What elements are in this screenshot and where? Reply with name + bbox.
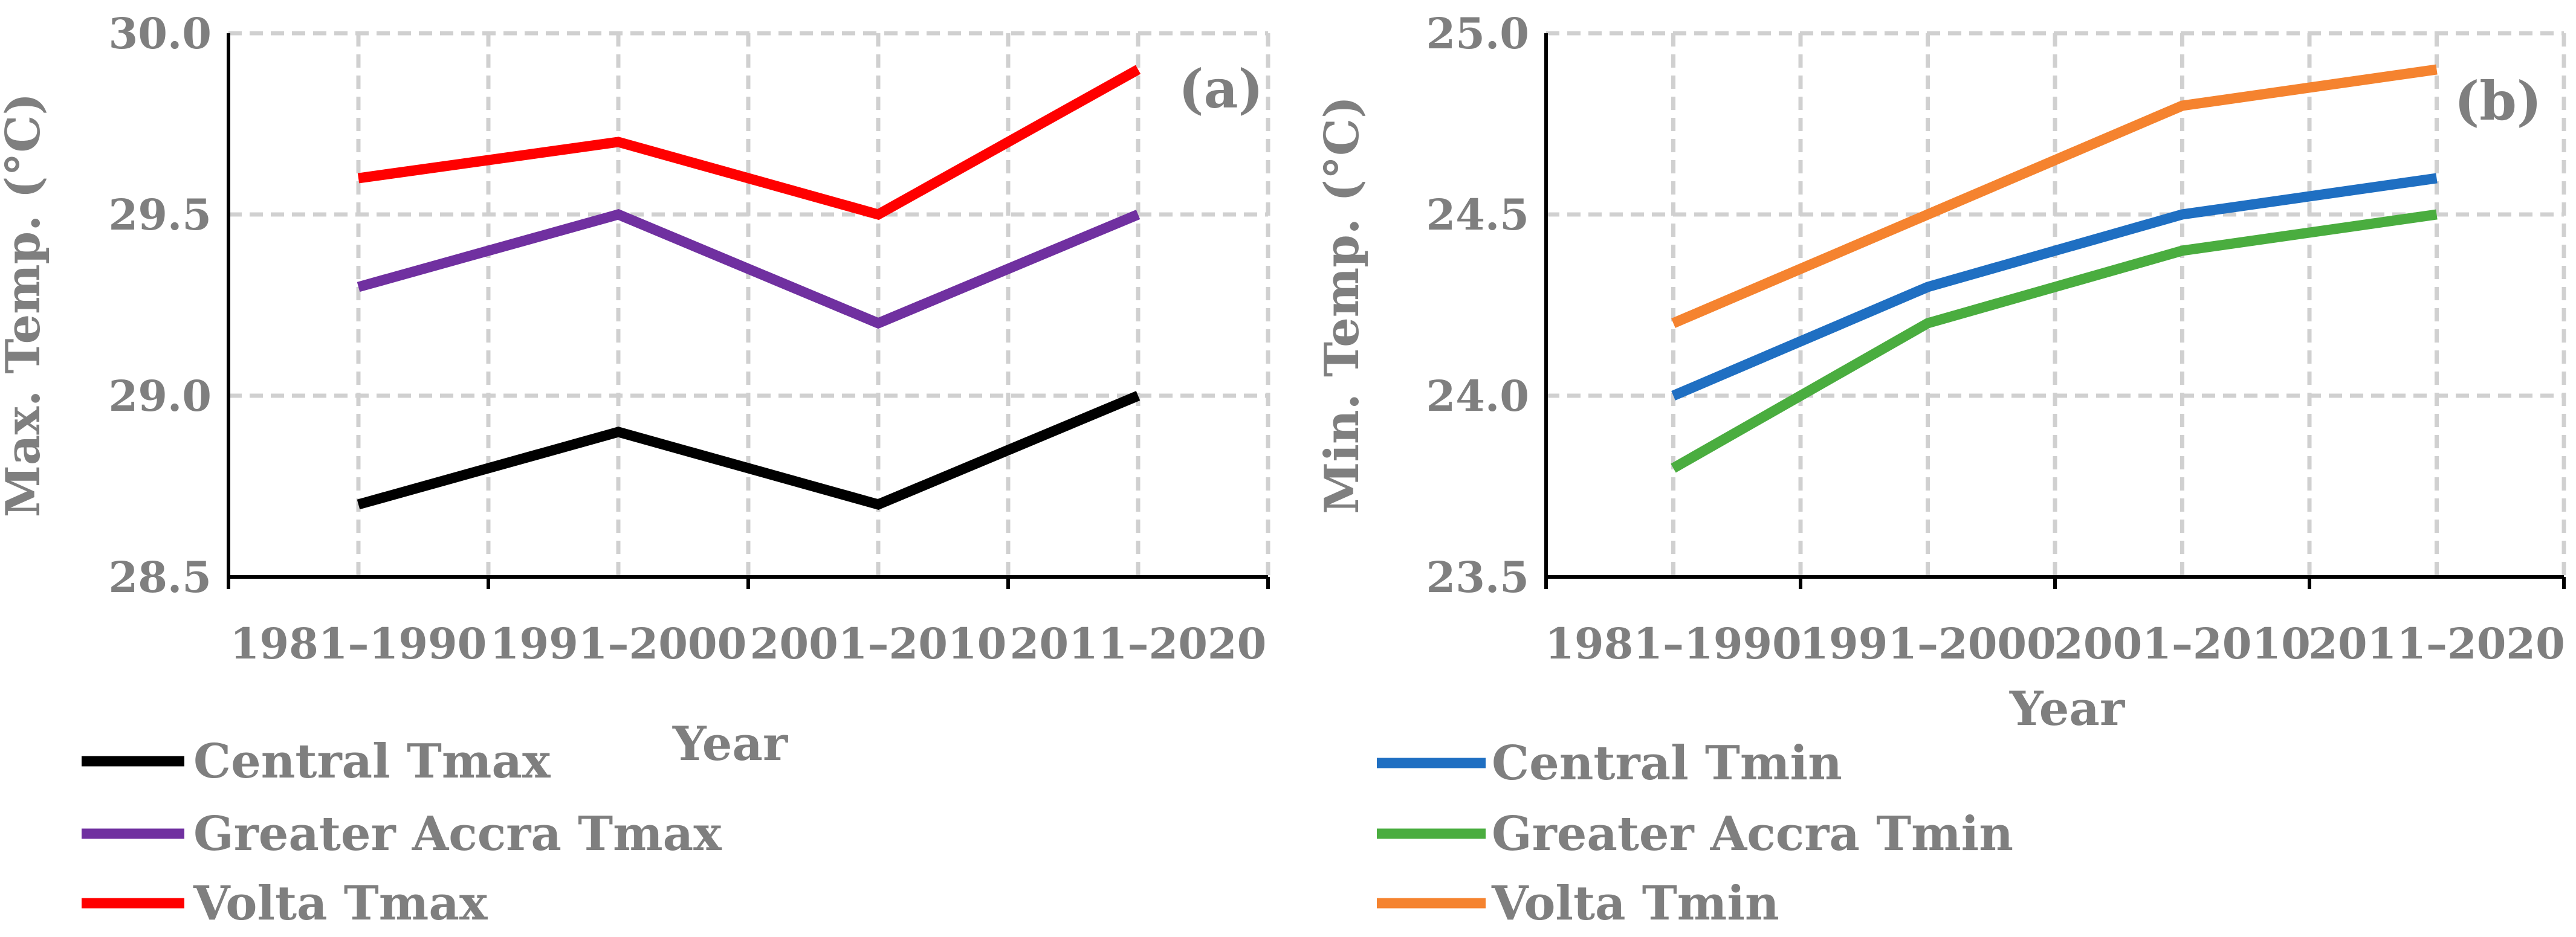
series-line-central-tmin <box>1671 173 2438 401</box>
x-tick-label: 2001–2010 <box>750 619 1007 669</box>
series-line-volta-tmax <box>357 65 1141 221</box>
series-line-central-tmax <box>357 391 1141 510</box>
legend-label: Greater Accra Tmin <box>1492 807 2013 861</box>
x-tick-label: 1991–2000 <box>490 619 747 669</box>
series-line-greater-accra-tmax <box>357 209 1141 329</box>
legend-label: Central Tmin <box>1492 736 1842 791</box>
y-tick-label: 24.5 <box>1426 190 1530 240</box>
x-tick-label: 2001–2010 <box>2054 619 2311 669</box>
x-tick-label: 1981–1990 <box>1545 619 1802 669</box>
y-tick-label: 28.5 <box>109 552 212 602</box>
y-tick-label: 29.5 <box>109 190 212 240</box>
y-tick-label: 30.0 <box>109 8 212 59</box>
x-tick-label: 1991–2000 <box>1799 619 2056 669</box>
y-tick-label: 23.5 <box>1426 552 1530 602</box>
series-line-volta-tmin <box>1671 64 2438 328</box>
x-axis-title: Year <box>2009 681 2125 736</box>
legend-label: Central Tmax <box>193 734 551 789</box>
legend-label: Greater Accra Tmax <box>193 807 722 861</box>
legend-label: Volta Tmax <box>193 876 488 931</box>
x-tick-label: 1981–1990 <box>230 619 487 669</box>
y-tick-label: 24.0 <box>1426 371 1530 421</box>
panel-label: (a) <box>1179 57 1263 120</box>
y-tick-label: 25.0 <box>1426 8 1530 59</box>
x-tick-label: 2011–2020 <box>2308 619 2565 669</box>
y-axis-title: Max. Temp. (°C) <box>0 93 51 518</box>
panel-label: (b) <box>2455 69 2542 132</box>
y-axis-title: Min. Temp. (°C) <box>1315 96 1370 514</box>
series-line-greater-accra-tmin <box>1671 209 2438 473</box>
x-axis-title: Year <box>672 716 788 771</box>
y-tick-label: 29.0 <box>109 371 212 421</box>
legend-label: Volta Tmin <box>1491 876 1779 931</box>
x-tick-label: 2011–2020 <box>1010 619 1267 669</box>
